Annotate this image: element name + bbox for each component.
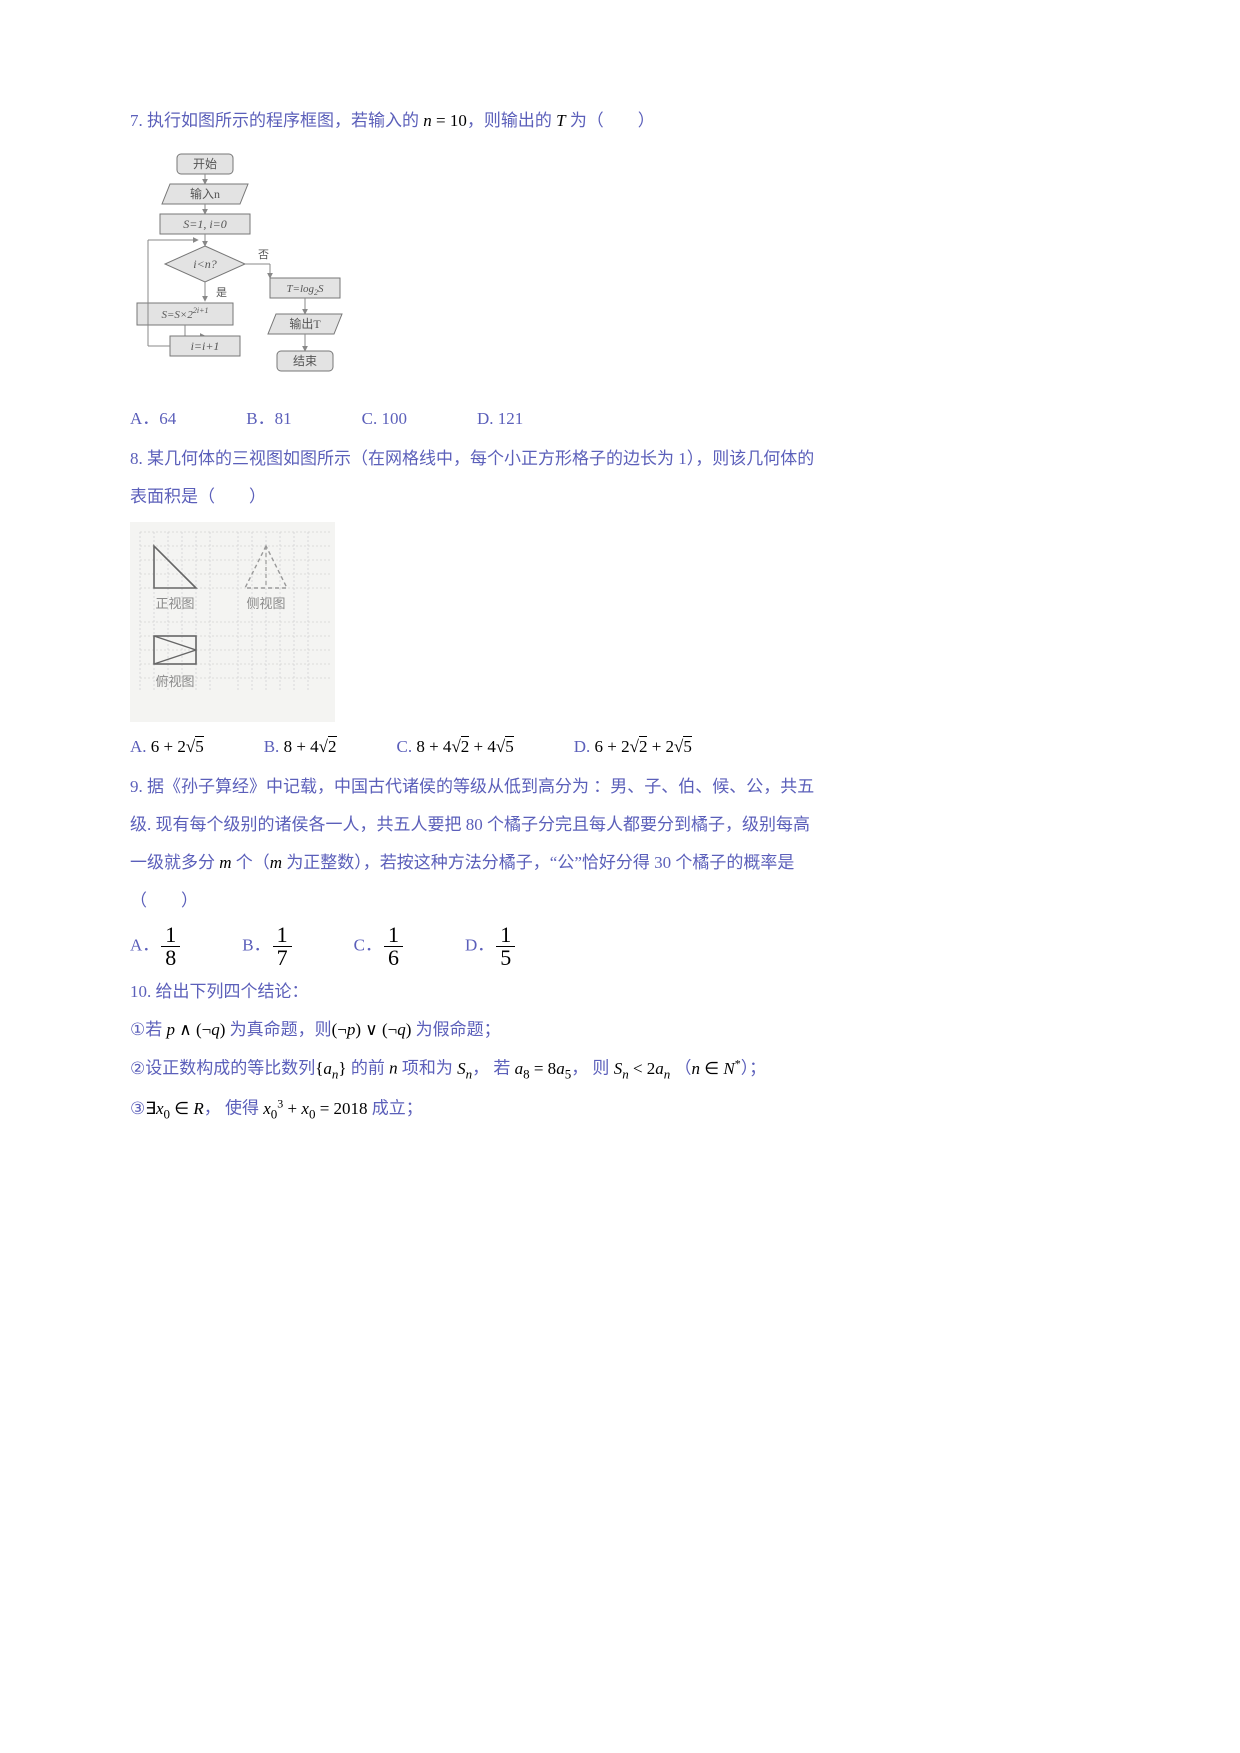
svg-text:侧视图: 侧视图 (246, 596, 285, 611)
q10-s2-concl: Sn < 2an (614, 1059, 671, 1078)
q9-opt-c: C．16 (354, 924, 405, 969)
q7-opt-d: D. 121 (477, 402, 523, 436)
q7-text-post: 为（ ） (566, 111, 655, 130)
q7-math-n: n = 10 (423, 111, 467, 130)
q9-l3-pre: 一级就多分 (130, 853, 219, 872)
q9d-den: 5 (496, 946, 515, 969)
q9d-num: 1 (496, 924, 515, 946)
svg-text:开始: 开始 (193, 157, 217, 171)
svg-text:俯视图: 俯视图 (155, 674, 194, 689)
q10-s2-m4: ， 则 (571, 1059, 614, 1078)
q10-title: 10. 给出下列四个结论： (130, 975, 1110, 1009)
q7-text-mid: ，则输出的 (467, 111, 556, 130)
q10-s2: ②设正数构成的等比数列{an} 的前 n 项和为 Sn， 若 a8 = 8a5，… (130, 1051, 1110, 1087)
q10-s1-e1: p ∧ (¬q) (167, 1020, 226, 1039)
q10-s2-n: n (389, 1059, 398, 1078)
q9-l4: （ ） (130, 884, 1110, 918)
q9a-num: 1 (161, 924, 180, 946)
q7-options: A．64 B．81 C. 100 D. 121 (130, 402, 1110, 436)
q9c-den: 6 (384, 946, 403, 969)
q9-opt-b: B．17 (242, 924, 293, 969)
q10-s3-eq: x03 + x0 = 2018 (263, 1099, 367, 1118)
svg-text:是: 是 (216, 286, 227, 299)
q7-opt-d-val: 121 (498, 409, 524, 428)
q10-s1-post: 为假命题； (411, 1020, 500, 1039)
q7-flowchart: 开始 输入n S=1, i=0 i<n? 是 否 S=S×22i+1 i=i+1… (130, 146, 350, 396)
q10-s3: ③∃x0 ∈ R， 使得 x03 + x0 = 2018 成立； (130, 1091, 1110, 1127)
q10-s2-m3: ， 若 (472, 1059, 515, 1078)
q9-l2: 级. 现有每个级别的诸侯各一人，共五人要把 80 个橘子分完且每人都要分到橘子，… (130, 808, 1110, 842)
q10-s2-mark: ② (130, 1052, 145, 1086)
q7-opt-c-val: 100 (381, 409, 407, 428)
q9-opt-a: A．18 (130, 924, 182, 969)
q9b-num: 1 (273, 924, 292, 946)
q10-s3-mid: ， 使得 (204, 1099, 264, 1118)
q7-opt-c: C. 100 (362, 402, 407, 436)
q10-s1: ①若 p ∧ (¬q) 为真命题，则(¬p) ∨ (¬q) 为假命题； (130, 1013, 1110, 1047)
q7-text-pre: 7. 执行如图所示的程序框图，若输入的 (130, 111, 423, 130)
svg-text:输入n: 输入n (190, 186, 220, 201)
q9-l3-post: 为正整数），若按这种方法分橘子，“公”恰好分得 30 个橘子的概率是 (282, 853, 794, 872)
svg-text:否: 否 (258, 249, 269, 261)
q7-opt-a-val: 64 (159, 409, 176, 428)
svg-text:结束: 结束 (293, 354, 317, 368)
q10-s2-nset: n ∈ N* (692, 1059, 741, 1078)
q7-stem: 7. 执行如图所示的程序框图，若输入的 n = 10，则输出的 T 为（ ） (130, 104, 1110, 138)
q10-s2-pre: 设正数构成的等比数列 (145, 1059, 315, 1078)
svg-text:S=1, i=0: S=1, i=0 (183, 217, 227, 231)
q10-s2-m5: （ (670, 1059, 691, 1078)
q10-s2-cond: a8 = 8a5 (515, 1059, 572, 1078)
q8-opt-c: C. 8 + 4√2 + 4√5 (397, 730, 514, 764)
q8-opt-d: D. 6 + 2√2 + 2√5 (574, 730, 692, 764)
q10-s2-post: ）； (741, 1059, 767, 1078)
svg-text:正视图: 正视图 (155, 596, 194, 611)
q7-opt-b-val: 81 (275, 409, 292, 428)
q10-s1-mark: ① (130, 1013, 145, 1047)
q10-s2-seq: {an} (315, 1059, 346, 1078)
q9b-den: 7 (273, 946, 292, 969)
q8-stem1: 8. 某几何体的三视图如图所示（在网格线中，每个小正方形格子的边长为 1），则该… (130, 442, 1110, 476)
q10-s3-post: 成立； (368, 1099, 423, 1118)
q9-m1: m (219, 853, 231, 872)
q10-s1-mid: 为真命题，则 (225, 1020, 331, 1039)
q7-math-T: T (556, 111, 565, 130)
svg-text:T=log2S: T=log2S (286, 283, 324, 297)
q9-l3: 一级就多分 m 个（m 为正整数），若按这种方法分橘子，“公”恰好分得 30 个… (130, 846, 1110, 880)
q8-threeview: 正视图 侧视图 俯视图 (130, 522, 335, 722)
q9c-num: 1 (384, 924, 403, 946)
q9a-den: 8 (161, 946, 180, 969)
q9-l1: 9. 据《孙子算经》中记载，中国古代诸侯的等级从低到高分为 ：男、子、伯、候、公… (130, 770, 1110, 804)
svg-text:i<n?: i<n? (193, 257, 216, 271)
q7-opt-a: A．64 (130, 402, 176, 436)
q7-opt-b: B．81 (246, 402, 291, 436)
q9-m2: m (270, 853, 282, 872)
svg-text:i=i+1: i=i+1 (191, 339, 220, 353)
q10-s2-m1: 的前 (347, 1059, 390, 1078)
svg-text:输出T: 输出T (289, 316, 321, 331)
q10-s3-mark: ③ (130, 1092, 145, 1126)
q9-l3-mid: 个（ (232, 853, 270, 872)
q10-s1-e2: (¬p) ∨ (¬q) (332, 1020, 412, 1039)
q8-opt-a: A. 6 + 2√5 (130, 730, 204, 764)
q8-options: A. 6 + 2√5 B. 8 + 4√2 C. 8 + 4√2 + 4√5 D… (130, 730, 1110, 764)
q10-s2-Sn: Sn (457, 1059, 472, 1078)
q8-stem2: 表面积是（ ） (130, 480, 1110, 514)
q8-opt-b: B. 8 + 4√2 (264, 730, 337, 764)
q9-opt-d: D．15 (465, 924, 517, 969)
q10-s3-ex: ∃x0 ∈ R (145, 1099, 204, 1118)
q10-s2-m2: 项和为 (398, 1059, 458, 1078)
q9-options: A．18 B．17 C．16 D．15 (130, 924, 1110, 969)
q10-s1-pre: 若 (145, 1020, 166, 1039)
